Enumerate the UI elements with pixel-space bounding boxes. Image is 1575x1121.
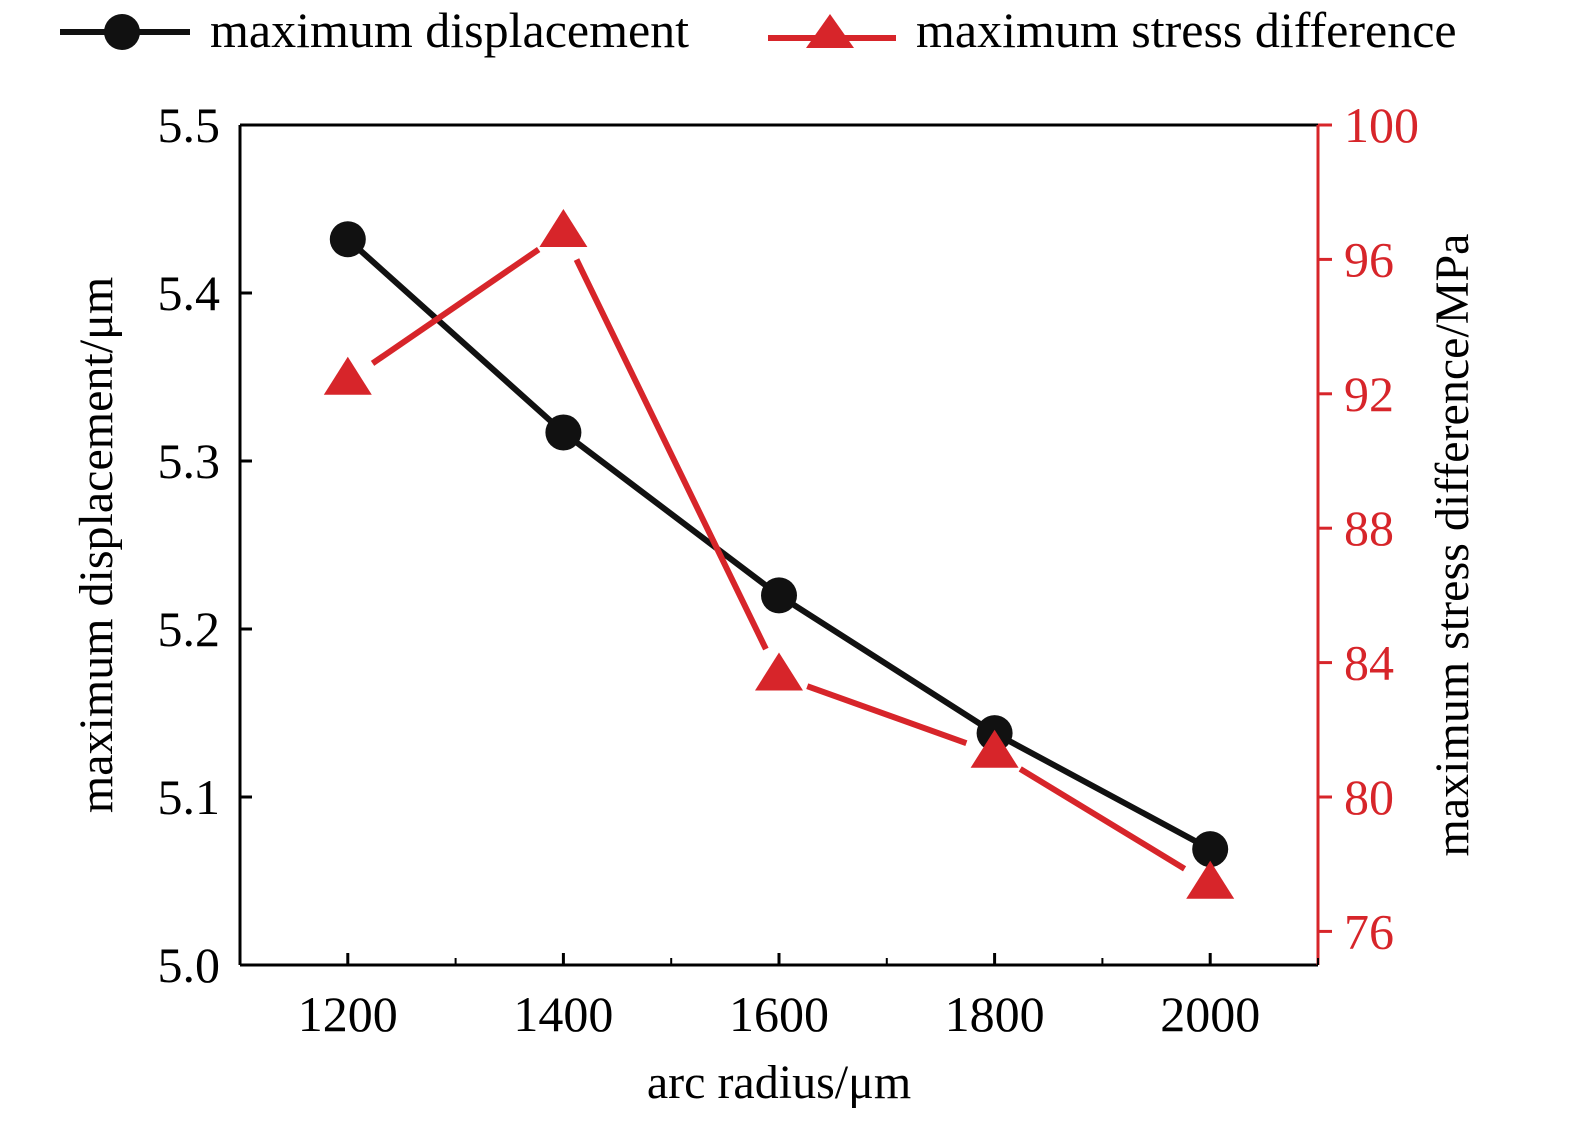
y2-tick-label: 88 (1344, 500, 1394, 556)
legend-item-stress: maximum stress difference (768, 2, 1457, 58)
data-point-stress (1186, 860, 1235, 899)
y-tick-label: 5.4 (158, 265, 221, 321)
y-axis-ticks: 5.0 5.1 5.2 5.3 5.4 5.5 (158, 97, 252, 993)
y2-tick-label: 84 (1344, 635, 1394, 691)
y2-tick-label: 80 (1344, 769, 1394, 825)
legend: maximum displacement maximum stress diff… (60, 2, 1457, 58)
y-tick-label: 5.3 (158, 433, 221, 489)
y2-tick-label: 92 (1344, 366, 1394, 422)
data-point-displacement (329, 221, 366, 258)
plot-frame (238, 123, 1320, 967)
y-tick-label: 5.1 (158, 769, 221, 825)
y2-axis-ticks: 76 80 84 88 92 96 100 (1318, 97, 1419, 959)
x-tick-label: 1800 (945, 986, 1045, 1042)
x-axis-title: arc radius/μm (647, 1056, 911, 1109)
data-point-stress (539, 208, 588, 247)
y2-axis-title: maximum stress difference/MPa (1426, 234, 1479, 857)
y-tick-label: 5.2 (158, 601, 221, 657)
series-segment-stress (1018, 766, 1187, 872)
y2-tick-label: 100 (1344, 97, 1419, 153)
x-tick-label: 1600 (729, 986, 829, 1042)
y-tick-label: 5.0 (158, 937, 221, 993)
y2-tick-label: 76 (1344, 903, 1394, 959)
y-tick-label: 5.5 (158, 97, 221, 153)
data-point-stress (970, 729, 1019, 768)
data-point-displacement (1192, 831, 1229, 868)
data-point-displacement (545, 414, 582, 451)
x-tick-label: 2000 (1160, 986, 1260, 1042)
data-point-stress (323, 356, 372, 395)
x-axis-ticks: 1200 1400 1600 1800 2000 (239, 953, 1319, 1042)
series-line-displacement (345, 237, 1212, 852)
data-point-displacement (761, 577, 797, 614)
legend-marker-triangle (806, 14, 854, 48)
series-layer (323, 208, 1235, 899)
x-tick-label: 1200 (298, 986, 398, 1042)
legend-label-displacement: maximum displacement (210, 2, 689, 58)
legend-label-stress: maximum stress difference (916, 2, 1457, 58)
y-axis-title: maximum displacement/μm (70, 277, 123, 813)
legend-item-displacement: maximum displacement (60, 2, 689, 58)
legend-marker-circle (104, 14, 140, 50)
y2-tick-label: 96 (1344, 231, 1394, 287)
data-point-stress (755, 652, 803, 691)
series-segment-stress (573, 258, 769, 651)
series-displacement (329, 221, 1229, 868)
x-tick-label: 1400 (513, 986, 613, 1042)
series-segment-stress (806, 683, 968, 747)
series-stress (323, 208, 1235, 899)
series-segment-stress (370, 247, 541, 366)
